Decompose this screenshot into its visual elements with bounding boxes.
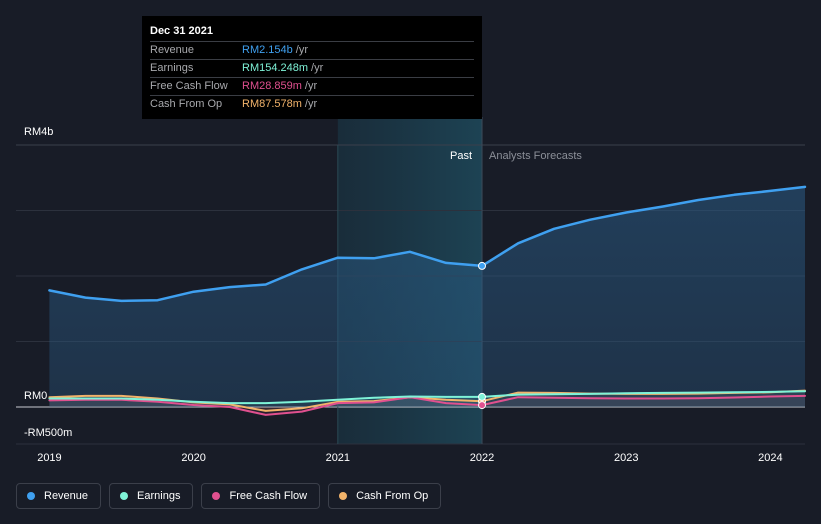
tooltip-row-value: RM28.859m <box>242 80 302 92</box>
tooltip-row-earnings: Earnings RM154.248m/yr <box>150 59 474 77</box>
x-tick-label-2019: 2019 <box>37 452 62 464</box>
tooltip-row-value: RM87.578m <box>242 98 302 110</box>
legend-label: Free Cash Flow <box>229 490 308 502</box>
legend-dot-icon <box>212 492 221 500</box>
tooltip-row-unit: /yr <box>304 80 318 92</box>
forecast-label: Analysts Forecasts <box>489 150 582 162</box>
tooltip-row-revenue: Revenue RM2.154b/yr <box>150 41 474 59</box>
legend-label: Revenue <box>44 490 89 502</box>
tooltip-date: Dec 31 2021 <box>150 25 213 37</box>
revenue-marker <box>478 261 487 270</box>
legend-item-free-cash-flow[interactable]: Free Cash Flow <box>201 483 321 509</box>
tooltip-row-value: RM2.154b <box>242 44 293 56</box>
tooltip-row-cash-from-op: Cash From Op RM87.578m/yr <box>150 95 474 113</box>
tooltip-row-label: Revenue <box>150 44 195 56</box>
free-cash-flow-line <box>48 394 806 416</box>
tooltip-row-label: Cash From Op <box>150 98 223 110</box>
tooltip-row-label: Earnings <box>150 62 194 74</box>
y-tick-label-top: RM4b <box>24 126 54 138</box>
tooltip-row-free-cash-flow: Free Cash Flow RM28.859m/yr <box>150 77 474 95</box>
tooltip-row-unit: /yr <box>295 44 308 56</box>
y-tick-label-bottom: -RM500m <box>24 427 73 439</box>
legend-dot-icon <box>27 492 35 500</box>
x-tick-label-2021: 2021 <box>325 452 351 464</box>
free-cash-flow-marker <box>478 401 487 410</box>
tooltip-row-value: RM154.248m <box>242 62 309 74</box>
revenue-area <box>49 186 805 407</box>
tooltip: Dec 31 2021 Revenue RM2.154b/yr Earnings RM… <box>142 16 482 119</box>
x-tick-label-2024: 2024 <box>758 452 783 464</box>
legend: Revenue Earnings Free Cash Flow Cash From O… <box>16 483 442 509</box>
revenue-line <box>48 185 807 303</box>
legend-item-cash-from-op[interactable]: Cash From Op <box>328 483 442 509</box>
x-tick-label-2022: 2022 <box>469 452 495 464</box>
legend-dot-icon <box>339 492 348 500</box>
legend-dot-icon <box>120 492 129 500</box>
earnings-marker <box>478 392 487 401</box>
tooltip-row-unit: /yr <box>304 98 318 110</box>
tooltip-row-label: Free Cash Flow <box>150 80 228 92</box>
x-tick-label-2020: 2020 <box>181 452 206 464</box>
past-label: Past <box>450 150 473 162</box>
legend-item-earnings[interactable]: Earnings <box>109 483 194 509</box>
x-tick-label-2023: 2023 <box>613 452 639 464</box>
legend-item-revenue[interactable]: Revenue <box>16 483 102 509</box>
tooltip-row-unit: /yr <box>311 62 324 74</box>
legend-label: Cash From Op <box>356 490 429 502</box>
y-tick-label-zero: RM0 <box>24 390 48 402</box>
earnings-line <box>48 390 806 405</box>
legend-label: Earnings <box>137 490 181 502</box>
